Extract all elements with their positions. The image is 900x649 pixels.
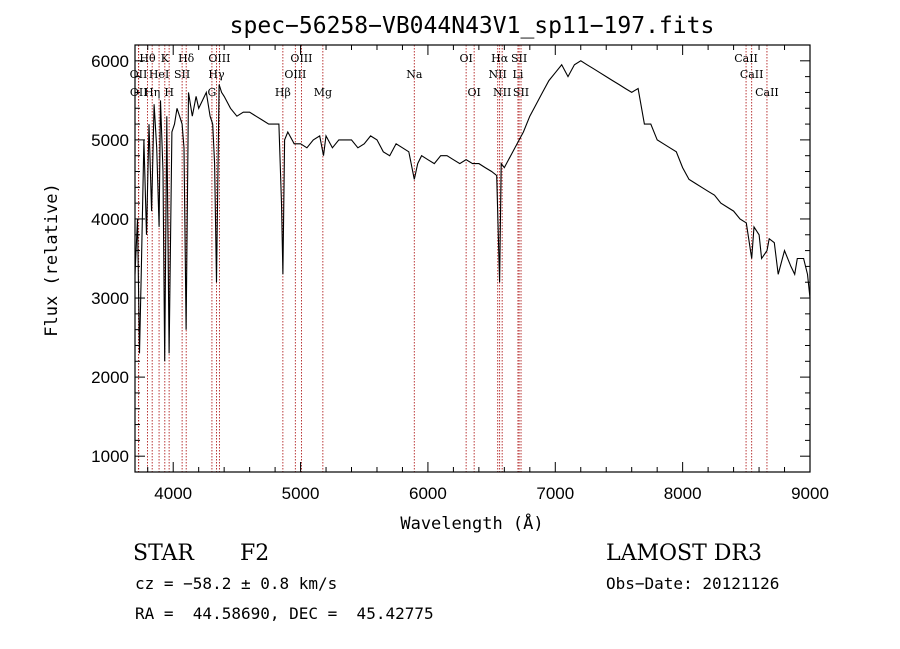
line-label-25: CaII — [734, 52, 758, 65]
line-label-18: OI — [467, 86, 480, 99]
line-label-4: HeI — [149, 68, 169, 81]
line-label-20: NII — [493, 86, 511, 99]
x-tick-label-1: 5000 — [282, 484, 320, 503]
line-label-13: OIII — [284, 68, 306, 81]
spectrum-line — [134, 60, 811, 362]
line-markers — [137, 45, 768, 472]
line-label-0: Hθ — [139, 52, 156, 65]
x-tick-label-0: 4000 — [154, 484, 192, 503]
survey-label: LAMOST DR3 — [606, 541, 762, 566]
line-label-19: NII — [489, 68, 507, 81]
chart-title: spec−56258−VB044N43V1_sp11−197.fits — [230, 13, 715, 39]
x-tick-label-5: 9000 — [791, 484, 829, 503]
line-label-15: Mg — [314, 86, 332, 99]
line-label-7: SII — [174, 68, 190, 81]
line-label-8: Hδ — [178, 52, 195, 65]
y-tick-label-4: 5000 — [91, 131, 129, 150]
x-axis: 4000 5000 6000 7000 8000 9000 — [147, 45, 829, 503]
plot-frame — [134, 44, 811, 473]
y-axis: 1000 2000 3000 4000 5000 6000 — [91, 52, 810, 466]
x-tick-label-3: 7000 — [536, 484, 574, 503]
line-label-9: G — [208, 86, 217, 99]
x-tick-label-4: 8000 — [664, 484, 702, 503]
line-label-5: K — [161, 52, 170, 65]
line-label-27: CaII — [755, 86, 779, 99]
object-class: STAR — [133, 541, 195, 566]
redshift-text: cz = −58.2 ± 0.8 km/s — [135, 574, 337, 593]
x-axis-label: Wavelength (Å) — [400, 512, 543, 534]
y-tick-label-2: 3000 — [91, 289, 129, 308]
line-label-17: OI — [459, 52, 472, 65]
line-label-26: CaII — [740, 68, 764, 81]
line-label-12: Hβ — [275, 86, 291, 99]
line-label-1: OII — [130, 68, 148, 81]
line-label-24: SII — [513, 86, 529, 99]
x-tick-label-2: 6000 — [409, 484, 447, 503]
y-tick-label-3: 4000 — [91, 210, 129, 229]
line-label-22: Li — [513, 68, 524, 81]
coordinates-text: RA = 44.58690, DEC = 45.42775 — [135, 604, 434, 623]
line-label-16: Na — [406, 68, 423, 81]
y-tick-label-5: 6000 — [91, 52, 129, 71]
line-label-6: H — [164, 86, 174, 99]
line-label-11: OIII — [208, 52, 230, 65]
y-axis-label: Flux (relative) — [42, 183, 62, 337]
y-tick-label-0: 1000 — [91, 447, 129, 466]
y-tick-label-1: 2000 — [91, 368, 129, 387]
line-annotations: HθOIIOIIHηHeIKHSIIHδGHγOIIIHβOIIIOIIIMgN… — [130, 52, 779, 99]
line-label-23: SII — [511, 52, 527, 65]
object-subclass: F2 — [240, 541, 269, 566]
line-label-21: Hα — [491, 52, 509, 65]
line-label-10: Hγ — [208, 68, 225, 81]
obs-date-text: Obs−Date: 20121126 — [606, 574, 779, 593]
line-label-3: Hη — [144, 86, 160, 99]
line-label-14: OIII — [290, 52, 312, 65]
